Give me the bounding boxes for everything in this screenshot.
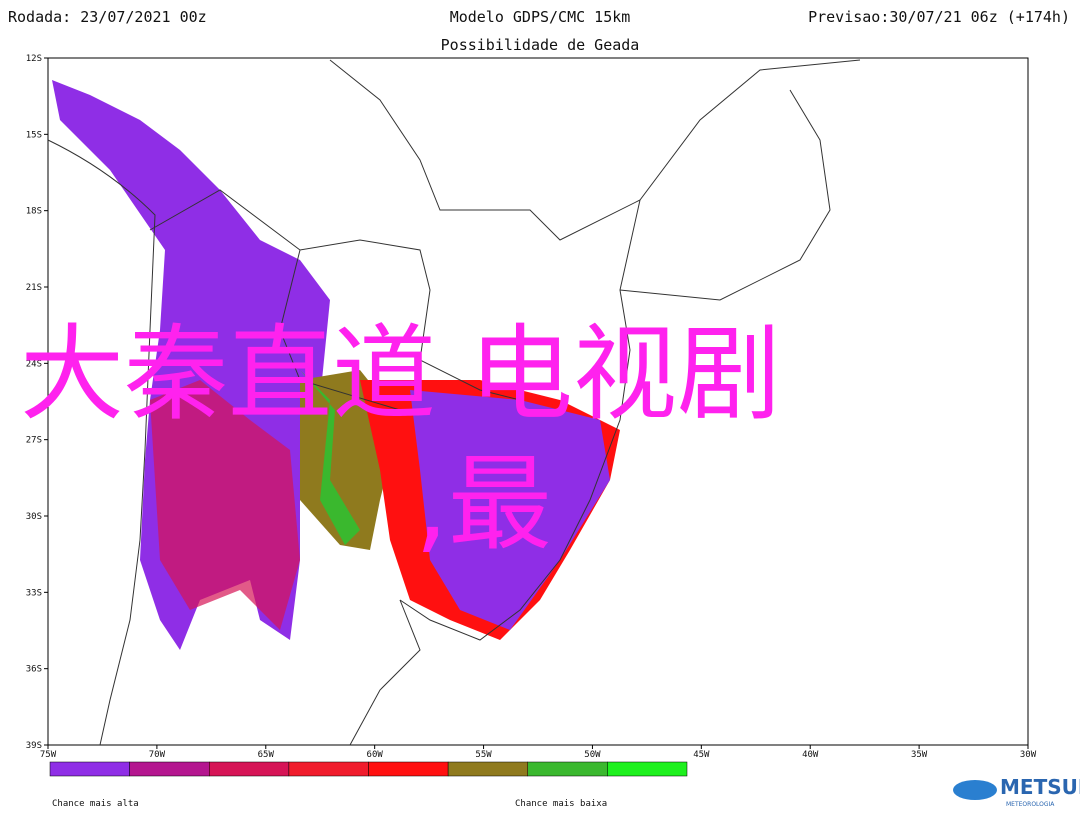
map <box>47 57 1029 746</box>
forecast-label: Previsao:30/07/21 06z (+174h) <box>808 8 1070 26</box>
legend-swatch <box>49 761 130 777</box>
lon-label: 75W <box>40 750 57 760</box>
lon-axis: 75W 70W 65W 60W 55W 50W 45W 40W 35W 30W <box>40 745 1037 760</box>
subtitle: Possibilidade de Geada <box>441 36 640 54</box>
lon-label: 40W <box>802 750 819 760</box>
legend-swatch <box>129 761 210 777</box>
lon-label: 55W <box>475 750 492 760</box>
legend-swatch <box>209 761 290 777</box>
logo-name: METSUL <box>1000 775 1080 799</box>
lat-label: 30S <box>26 512 42 522</box>
legend-swatch <box>288 761 369 777</box>
lat-label: 33S <box>26 588 42 598</box>
lon-label: 60W <box>367 750 384 760</box>
frost-area <box>410 390 610 630</box>
legend <box>49 761 688 777</box>
overlay-text: ,最 <box>415 443 552 565</box>
lat-label: 21S <box>26 283 42 293</box>
legend-high-label: Chance mais baixa <box>515 799 607 809</box>
lon-label: 30W <box>1020 750 1037 760</box>
borders <box>47 59 861 746</box>
lat-axis: 12S 15S 18S 21S 24S 27S 30S 33S 36S 39S <box>26 54 48 751</box>
logo: METSUL METEOROLOGIA <box>953 775 1080 808</box>
legend-swatch <box>527 761 608 777</box>
lon-label: 50W <box>584 750 601 760</box>
lat-label: 18S <box>26 207 42 217</box>
lat-label: 27S <box>26 436 42 446</box>
lat-label: 39S <box>26 741 42 751</box>
legend-swatch <box>368 761 449 777</box>
lon-label: 70W <box>149 750 166 760</box>
lat-label: 24S <box>26 359 42 369</box>
lon-label: 65W <box>258 750 275 760</box>
frost-area <box>300 370 360 545</box>
legend-swatch <box>607 761 688 777</box>
lon-label: 45W <box>693 750 710 760</box>
lat-label: 12S <box>26 54 42 64</box>
frost-area <box>150 380 300 630</box>
lat-label: 36S <box>26 665 42 675</box>
model-label: Modelo GDPS/CMC 15km <box>450 8 631 26</box>
legend-low-label: Chance mais alta <box>52 799 139 809</box>
run-label: Rodada: 23/07/2021 00z <box>8 8 207 26</box>
logo-tagline: METEOROLOGIA <box>1006 801 1055 808</box>
legend-swatch <box>447 761 528 777</box>
lat-label: 15S <box>26 130 42 140</box>
overlay-text: 大秦直道 电视剧 <box>20 313 781 435</box>
lon-label: 35W <box>911 750 928 760</box>
logo-globe <box>953 780 997 800</box>
